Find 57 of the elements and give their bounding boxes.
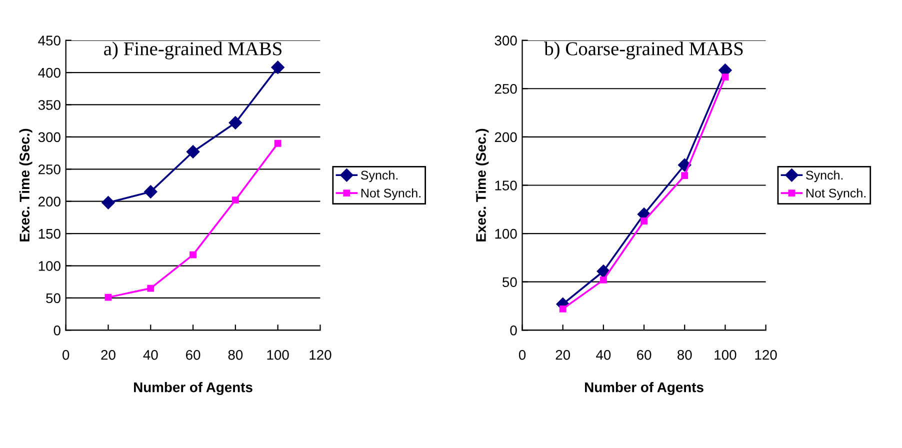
point <box>600 276 607 284</box>
legend-label: Not Synch. <box>361 188 420 200</box>
y-tick-label: 50 <box>46 293 60 304</box>
x-tick-label: 60 <box>186 350 200 360</box>
y-axis-title: Exec. Time (Sec.) <box>476 128 489 242</box>
point <box>596 264 610 278</box>
y-tick-label: 200 <box>494 132 517 142</box>
point <box>102 196 115 210</box>
x-tick-label: 60 <box>637 350 652 360</box>
x-axis-title: Number of Agents <box>585 382 704 396</box>
y-tick-label: 50 <box>502 277 517 288</box>
point <box>228 116 242 130</box>
y-tick-label: 450 <box>38 36 60 46</box>
y-axis-title: Exec. Time (Sec.) <box>19 128 32 242</box>
y-tick-label: 200 <box>38 196 60 207</box>
point <box>271 60 284 74</box>
point <box>104 294 112 301</box>
x-tick-label: 120 <box>755 350 777 360</box>
x-tick-label: 20 <box>101 350 116 360</box>
point <box>274 140 282 147</box>
legend-label: Not Synch. <box>806 188 866 200</box>
point <box>144 185 158 198</box>
y-tick-label: 300 <box>494 36 517 46</box>
point <box>232 196 239 204</box>
point <box>190 251 196 258</box>
point <box>640 218 648 224</box>
point <box>147 284 154 292</box>
x-tick-label: 40 <box>596 350 611 360</box>
y-tick-label: 250 <box>494 84 517 94</box>
chart-title: b) Coarse-grained MABS <box>544 42 743 60</box>
legend-label: Synch. <box>806 170 843 182</box>
x-tick-label: 0 <box>62 350 70 360</box>
y-tick-label: 150 <box>495 180 517 190</box>
y-tick-label: 300 <box>38 132 60 142</box>
point <box>186 145 200 158</box>
point <box>722 74 729 81</box>
y-tick-label: 0 <box>54 326 60 336</box>
y-tick-label: 100 <box>495 228 517 239</box>
legend-label: Synch. <box>360 170 398 182</box>
x-tick-label: 100 <box>267 350 289 360</box>
x-axis-title: Number of Agents <box>134 382 252 396</box>
chart-title: a) Fine-grained MABS <box>104 42 282 60</box>
x-tick-label: 80 <box>228 350 243 360</box>
x-tick-label: 0 <box>518 350 526 360</box>
y-tick-label: 250 <box>38 164 60 174</box>
y-tick-label: 150 <box>38 228 60 239</box>
y-tick-label: 400 <box>38 68 60 78</box>
x-tick-label: 80 <box>678 350 692 360</box>
point <box>559 305 566 312</box>
x-tick-label: 20 <box>556 350 570 360</box>
y-tick-label: 100 <box>38 261 60 271</box>
y-tick-label: 350 <box>38 100 60 110</box>
y-tick-label: 0 <box>510 326 517 336</box>
x-tick-label: 100 <box>714 350 736 360</box>
x-tick-label: 40 <box>143 350 158 360</box>
point <box>681 172 688 180</box>
x-tick-label: 120 <box>310 350 332 360</box>
